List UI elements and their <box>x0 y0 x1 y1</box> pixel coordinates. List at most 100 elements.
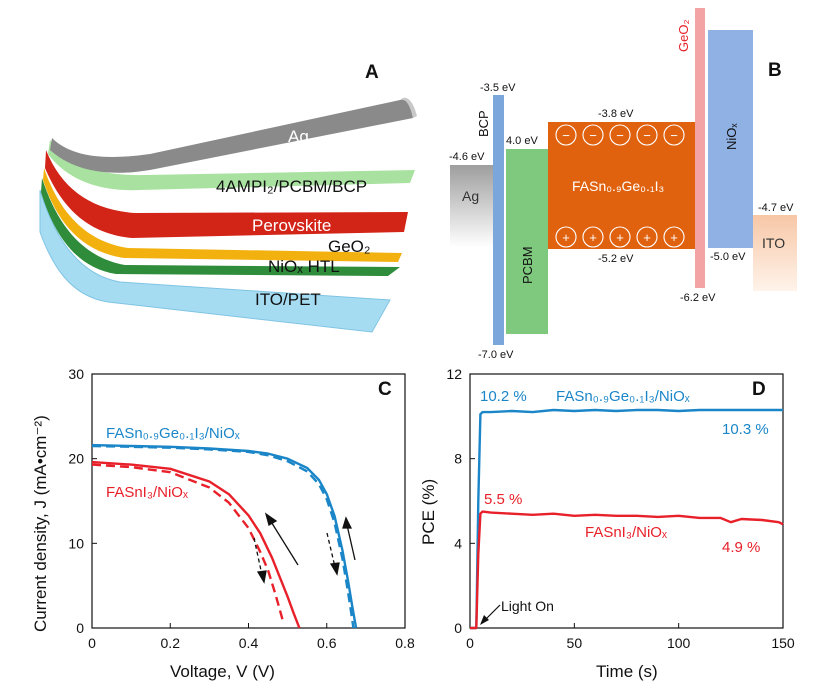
band-pcbm-name: PCBM <box>520 246 535 284</box>
d-ytick-label-0: 0 <box>454 620 462 636</box>
band-ito-name: ITO <box>762 235 785 251</box>
hole-3 <box>636 226 658 248</box>
band-perovskite-name: FASn₀.₉Ge₀.₁I₃ <box>572 178 664 194</box>
layer-ag <box>50 99 413 173</box>
hole-0 <box>555 226 577 248</box>
panel-d-anno-red-start: 5.5 % <box>484 491 522 508</box>
c-xtick-label-0: 0 <box>88 635 96 651</box>
perovskite-charges: − + − + − + − + − + <box>555 124 685 248</box>
panel-d-label-red: FASnI₃/NiOₓ <box>585 524 667 541</box>
c-ytick-label-0: 0 <box>76 620 84 636</box>
panel-d-label-blue: FASn₀.₉Ge₀.₁I₃/NiOₓ <box>556 388 690 405</box>
electron-sign-4: − <box>670 128 678 143</box>
layer-ag-edge <box>400 97 417 118</box>
c-ytick-label-3: 30 <box>68 366 84 382</box>
label-ito: ITO/PET <box>255 290 321 309</box>
hole-sign-0: + <box>562 230 570 245</box>
panel-d-xlabel: Time (s) <box>596 662 658 681</box>
panel-d-anno-blue-end: 10.3 % <box>722 421 769 438</box>
hole-2 <box>609 226 631 248</box>
band-bcp <box>493 95 504 345</box>
label-geo2: GeO₂ <box>328 237 371 256</box>
band-ag-level: -4.6 eV <box>449 151 485 163</box>
c-series-3 <box>91 463 285 625</box>
panel-c-label-blue: FASn₀.₉Ge₀.₁I₃/NiOₓ <box>106 425 240 442</box>
panel-a: A Ag 4AMPI₂/PCBM/BCP Perovskite GeO₂ NiO… <box>39 62 417 333</box>
electron-4 <box>663 124 685 146</box>
c-xtick-label-4: 0.8 <box>395 635 415 651</box>
arrow-forward-blue <box>346 524 356 561</box>
panel-d-anno-blue-start: 10.2 % <box>480 388 527 405</box>
arrow-reverse-red <box>253 537 263 576</box>
band-nio <box>708 30 753 248</box>
band-nio-bottom: -5.0 eV <box>710 251 746 263</box>
band-ito-level: -4.7 eV <box>758 202 794 214</box>
electron-sign-2: − <box>616 128 624 143</box>
panel-d-anno-red-end: 4.9 % <box>722 539 760 556</box>
layer-4ampi <box>48 140 415 191</box>
label-ag: Ag <box>288 127 309 146</box>
band-bcp-top: -3.5 eV <box>480 82 516 94</box>
panel-c-lines <box>91 443 358 629</box>
layer-ito-pet <box>39 189 391 333</box>
d-series-0 <box>470 408 783 630</box>
arrow-reverse-blue <box>326 532 336 568</box>
panel-b-letter: B <box>768 60 782 81</box>
band-geo2-name: GeO₂ <box>676 20 691 53</box>
c-series-2 <box>91 460 301 629</box>
band-nio-name: NiOₓ <box>724 123 739 150</box>
d-ytick-label-2: 8 <box>454 451 462 467</box>
panel-d-frame <box>469 373 784 629</box>
panel-c-xlabel: Voltage, V (V) <box>170 662 275 681</box>
panel-d-anno-light-on: Light On <box>501 598 554 614</box>
hole-4 <box>663 226 685 248</box>
panel-c-ticks: 0 0.2 0.4 0.6 0.8 0 10 20 30 <box>68 366 415 651</box>
panel-c-label-red: FASnI₃/NiOₓ <box>106 484 188 501</box>
d-ytick-label-1: 4 <box>454 535 462 551</box>
d-series-1 <box>470 510 784 630</box>
panel-d-ticks: 0 50 100 150 0 4 8 12 <box>446 366 794 651</box>
electron-sign-3: − <box>643 128 651 143</box>
panel-d-letter: D <box>752 379 766 400</box>
band-bcp-name: BCP <box>476 110 491 137</box>
panel-d-lines <box>470 408 784 630</box>
band-pcbm <box>506 149 548 334</box>
layer-geo2 <box>43 168 402 262</box>
electron-3 <box>636 124 658 146</box>
label-perovskite: Perovskite <box>252 216 331 235</box>
electron-sign-1: − <box>589 128 597 143</box>
label-4ampi: 4AMPI₂/PCBM/BCP <box>216 177 367 196</box>
c-series-0 <box>91 443 358 629</box>
d-xtick-label-3: 150 <box>771 635 795 651</box>
label-nio: NiOₓ HTL <box>268 257 340 276</box>
band-ito <box>753 215 797 291</box>
panel-c-arrows <box>253 512 356 584</box>
panel-c-letter: C <box>378 379 392 400</box>
band-ag <box>450 165 494 247</box>
layer-perovskite <box>45 150 408 238</box>
band-perovskite-top: -3.8 eV <box>598 108 634 120</box>
d-xtick-label-1: 50 <box>567 635 583 651</box>
d-ytick-label-3: 12 <box>446 366 462 382</box>
panel-c-frame <box>91 373 406 629</box>
arrow-head-forward-red <box>264 512 278 526</box>
c-ytick-label-2: 20 <box>68 451 84 467</box>
panel-d-ylabel: PCE (%) <box>419 479 438 545</box>
panel-d: D 0 50 100 150 0 4 8 12 Time (s) PCE (%) FASn₀.… <box>419 366 795 681</box>
c-ytick-label-1: 10 <box>68 535 84 551</box>
arrow-head-reverse-red <box>256 570 267 584</box>
electron-sign-0: − <box>562 128 570 143</box>
band-geo2-bottom: -6.2 eV <box>680 292 716 304</box>
light-on-arrow-head <box>480 615 489 625</box>
hole-sign-1: + <box>589 230 597 245</box>
d-xtick-label-2: 100 <box>667 635 691 651</box>
panel-c-ylabel: Current density, J (mA•cm⁻²) <box>31 415 50 632</box>
electron-1 <box>582 124 604 146</box>
electron-2 <box>609 124 631 146</box>
panel-a-letter: A <box>365 62 379 83</box>
band-ag-name: Ag <box>462 188 479 204</box>
arrow-forward-red <box>269 519 299 566</box>
band-perovskite-bottom: -5.2 eV <box>598 253 634 265</box>
c-series-1 <box>91 444 355 629</box>
